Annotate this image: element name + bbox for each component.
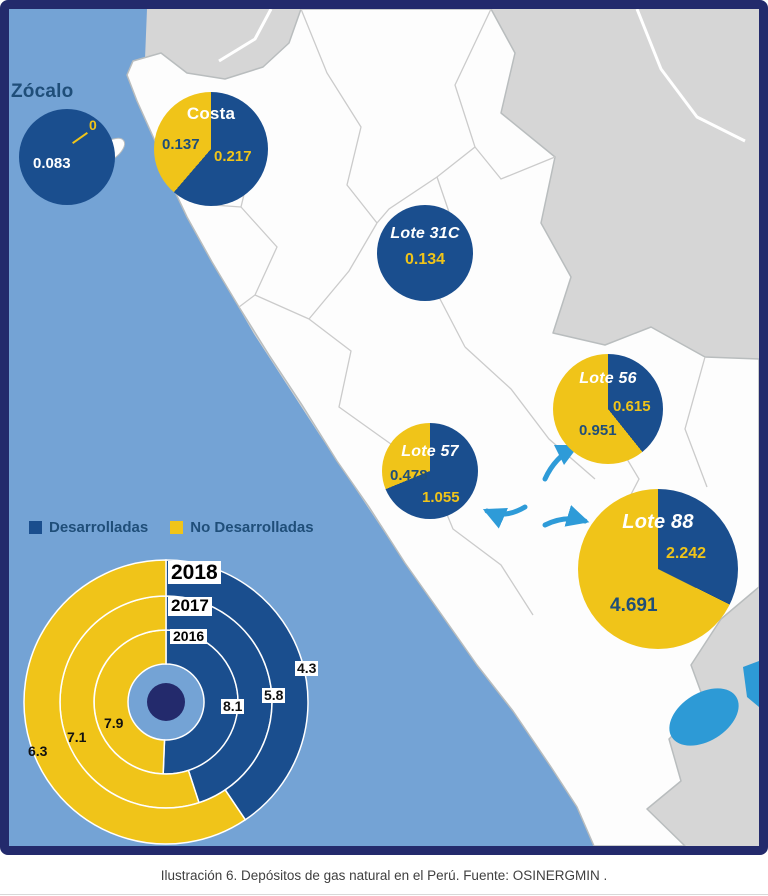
pie-lote-56-title: Lote 56 [579,370,637,387]
pie-zocalo-developed-value: 0.083 [33,155,71,172]
flow-arrow-east [542,505,590,528]
map-frame: Zócalo 0 0.083 Costa 0.137 0.217 Lote 31… [0,0,768,855]
donut-value-2016-developed: 8.1 [221,698,245,715]
pie-zocalo-title: Zócalo [11,81,74,102]
legend-item-undeveloped: No Desarrolladas [170,519,314,536]
pie-costa-title: Costa [186,104,236,123]
department-border-lines [168,9,708,616]
lake-titicaca [669,688,739,746]
pie-lote-31c-title: Lote 31C [390,225,460,242]
flow-arrow-west [482,504,528,529]
pie-lote-56-undeveloped-value: 0.951 [579,422,617,439]
peru-map: Zócalo 0 0.083 Costa 0.137 0.217 Lote 31… [9,9,759,846]
pie-zocalo-undeveloped-value: 0 [89,117,97,133]
donut-value-2017-undeveloped: 7.1 [67,729,87,745]
pie-lote-56-circle [553,354,663,464]
legend: Desarrolladas No Desarrolladas [29,519,314,536]
pie-costa-undeveloped-value: 0.137 [162,136,200,153]
donut-chart-reservas: 2018 2017 2016 4.3 5.8 8.1 7.9 7.1 6.3 [21,557,319,846]
pie-lote-88-undeveloped-value: 4.691 [610,595,658,616]
pie-chart-zocalo: Zócalo 0 0.083 [11,81,115,205]
pie-chart-costa: Costa 0.137 0.217 [154,92,268,206]
pie-zocalo-circle [19,109,115,205]
pie-lote-88-title: Lote 88 [622,511,694,533]
pie-chart-lote-57: Lote 57 0.478 1.055 [382,423,478,519]
caption-bar: Ilustración 6. Depósitos de gas natural … [0,855,768,896]
figure-caption: Ilustración 6. Depósitos de gas natural … [160,868,608,883]
pie-costa-developed-value: 0.217 [214,148,252,165]
legend-swatch-developed [29,521,42,534]
pie-chart-lote-56: Lote 56 0.615 0.951 [553,354,663,464]
donut-value-2018-developed: 4.3 [295,660,319,677]
donut-value-2016-undeveloped: 7.9 [104,715,124,731]
pie-chart-lote-31c: Lote 31C 0.134 [377,205,473,301]
country-border-lines [218,9,746,143]
pie-lote-31c-developed-value: 0.134 [404,251,446,268]
pie-lote-88-circle [578,489,738,649]
pie-lote-88-developed-value: 2.242 [666,545,707,562]
pie-lote-57-undeveloped-value: 0.478 [390,467,428,484]
donut-rings [23,559,309,845]
pie-lote-31c-circle [377,205,473,301]
donut-year-2017: 2017 [168,596,212,616]
donut-year-2016: 2016 [170,628,208,645]
donut-year-2018: 2018 [168,561,221,585]
pie-costa-circle [154,92,268,206]
pie-chart-lote-88: Lote 88 2.242 4.691 [578,489,738,649]
legend-label-undeveloped: No Desarrolladas [190,519,314,536]
donut-value-2018-undeveloped: 6.3 [28,743,48,759]
legend-label-developed: Desarrolladas [49,519,149,536]
lake-titicaca-edge [743,661,759,707]
legend-item-developed: Desarrolladas [29,519,148,536]
pie-lote-56-developed-value: 0.615 [613,398,651,415]
donut-value-2017-developed: 5.8 [262,687,286,704]
legend-swatch-undeveloped [170,521,184,534]
pie-lote-57-title: Lote 57 [401,443,459,460]
pie-lote-57-circle [382,423,478,519]
pie-lote-57-developed-value: 1.055 [422,489,460,506]
bottom-divider [0,894,768,895]
